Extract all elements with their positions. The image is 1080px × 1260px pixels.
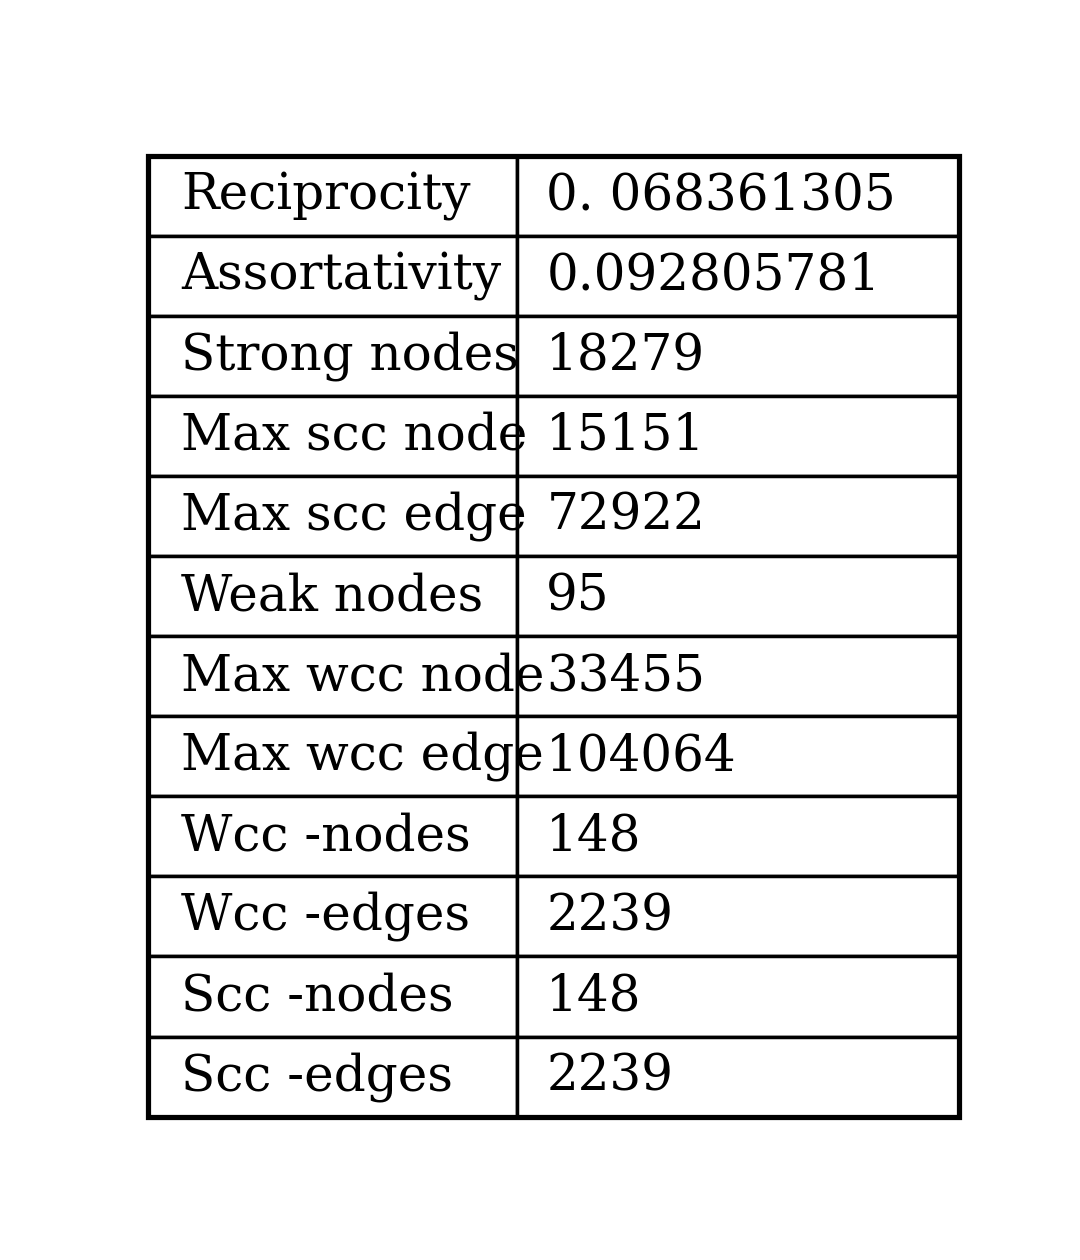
Text: 148: 148 — [546, 971, 642, 1021]
Bar — [148, 396, 517, 476]
Text: 18279: 18279 — [546, 331, 705, 381]
Bar — [517, 316, 959, 396]
Bar — [517, 156, 959, 236]
Text: 148: 148 — [546, 811, 642, 861]
Text: 95: 95 — [546, 572, 610, 621]
Text: Max wcc node: Max wcc node — [181, 651, 544, 701]
Bar — [517, 717, 959, 796]
Bar — [148, 717, 517, 796]
Bar — [148, 877, 517, 956]
Bar — [148, 956, 517, 1037]
Bar — [517, 877, 959, 956]
Text: Max scc edge: Max scc edge — [181, 491, 527, 542]
Text: Max wcc edge: Max wcc edge — [181, 731, 544, 781]
Bar — [148, 636, 517, 717]
Text: 72922: 72922 — [546, 491, 705, 541]
Text: Scc -nodes: Scc -nodes — [181, 971, 454, 1021]
Bar — [517, 1037, 959, 1116]
Bar — [148, 556, 517, 636]
Text: 2239: 2239 — [546, 892, 673, 941]
Text: Strong nodes: Strong nodes — [181, 331, 519, 381]
Text: Scc -edges: Scc -edges — [181, 1052, 453, 1101]
Bar — [517, 396, 959, 476]
Bar — [148, 236, 517, 316]
Bar — [517, 556, 959, 636]
Bar — [148, 796, 517, 877]
Text: 104064: 104064 — [546, 732, 737, 781]
Text: 0.092805781: 0.092805781 — [546, 252, 880, 301]
Bar — [517, 956, 959, 1037]
Bar — [148, 1037, 517, 1116]
Bar — [517, 236, 959, 316]
Bar — [517, 636, 959, 717]
Bar — [517, 476, 959, 556]
Bar — [148, 316, 517, 396]
Bar — [148, 476, 517, 556]
Bar — [517, 796, 959, 877]
Text: 33455: 33455 — [546, 651, 705, 701]
Text: Weak nodes: Weak nodes — [181, 572, 483, 621]
Text: Wcc -edges: Wcc -edges — [181, 892, 470, 941]
Text: 0. 068361305: 0. 068361305 — [546, 171, 896, 220]
Text: 2239: 2239 — [546, 1052, 673, 1101]
Text: 15151: 15151 — [546, 412, 705, 461]
Bar — [148, 156, 517, 236]
Text: Max scc node: Max scc node — [181, 412, 527, 461]
Text: Assortativity: Assortativity — [181, 252, 501, 301]
Text: Wcc -nodes: Wcc -nodes — [181, 811, 471, 861]
Text: Reciprocity: Reciprocity — [181, 171, 471, 220]
